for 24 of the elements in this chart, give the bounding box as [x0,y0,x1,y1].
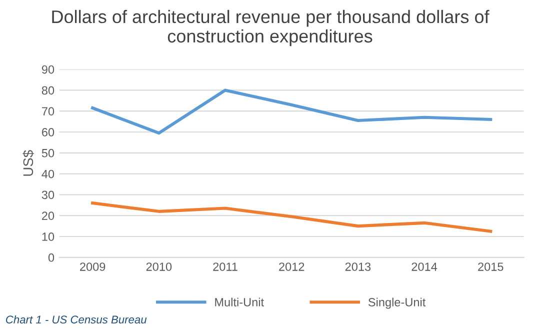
x-tick-label: 2013 [345,262,371,271]
line-series [91,88,492,135]
line-series [91,202,492,233]
y-tick-label: 50 [42,148,54,158]
legend-label: Single-Unit [368,298,426,309]
y-tick-label: 20 [42,212,54,220]
y-tick-label: 80 [42,86,54,95]
caption: Chart 1 - US Census Bureau [6,315,147,324]
y-tick-label: 30 [42,190,54,200]
y-axis-title: US$ [22,150,34,176]
y-tick-label: 70 [42,107,54,116]
x-tick-label: 2010 [146,262,172,271]
x-tick-label: 2014 [412,262,438,271]
y-tick-label: 0 [48,253,54,262]
chart-title: Dollars of architectural revenue per thousand dollars of construction expenditures [52,10,490,46]
y-tick-label: 10 [42,232,54,241]
x-tick-label: 2012 [279,262,304,271]
x-tick-label: 2015 [478,262,504,271]
y-tick-label: 40 [42,170,54,178]
y-tick-label: 90 [42,65,54,74]
y-tick-label: 60 [42,128,54,136]
legend-label: Multi-Unit [215,298,264,306]
x-tick-label: 2009 [80,262,106,271]
x-tick-label: 2011 [213,262,238,271]
